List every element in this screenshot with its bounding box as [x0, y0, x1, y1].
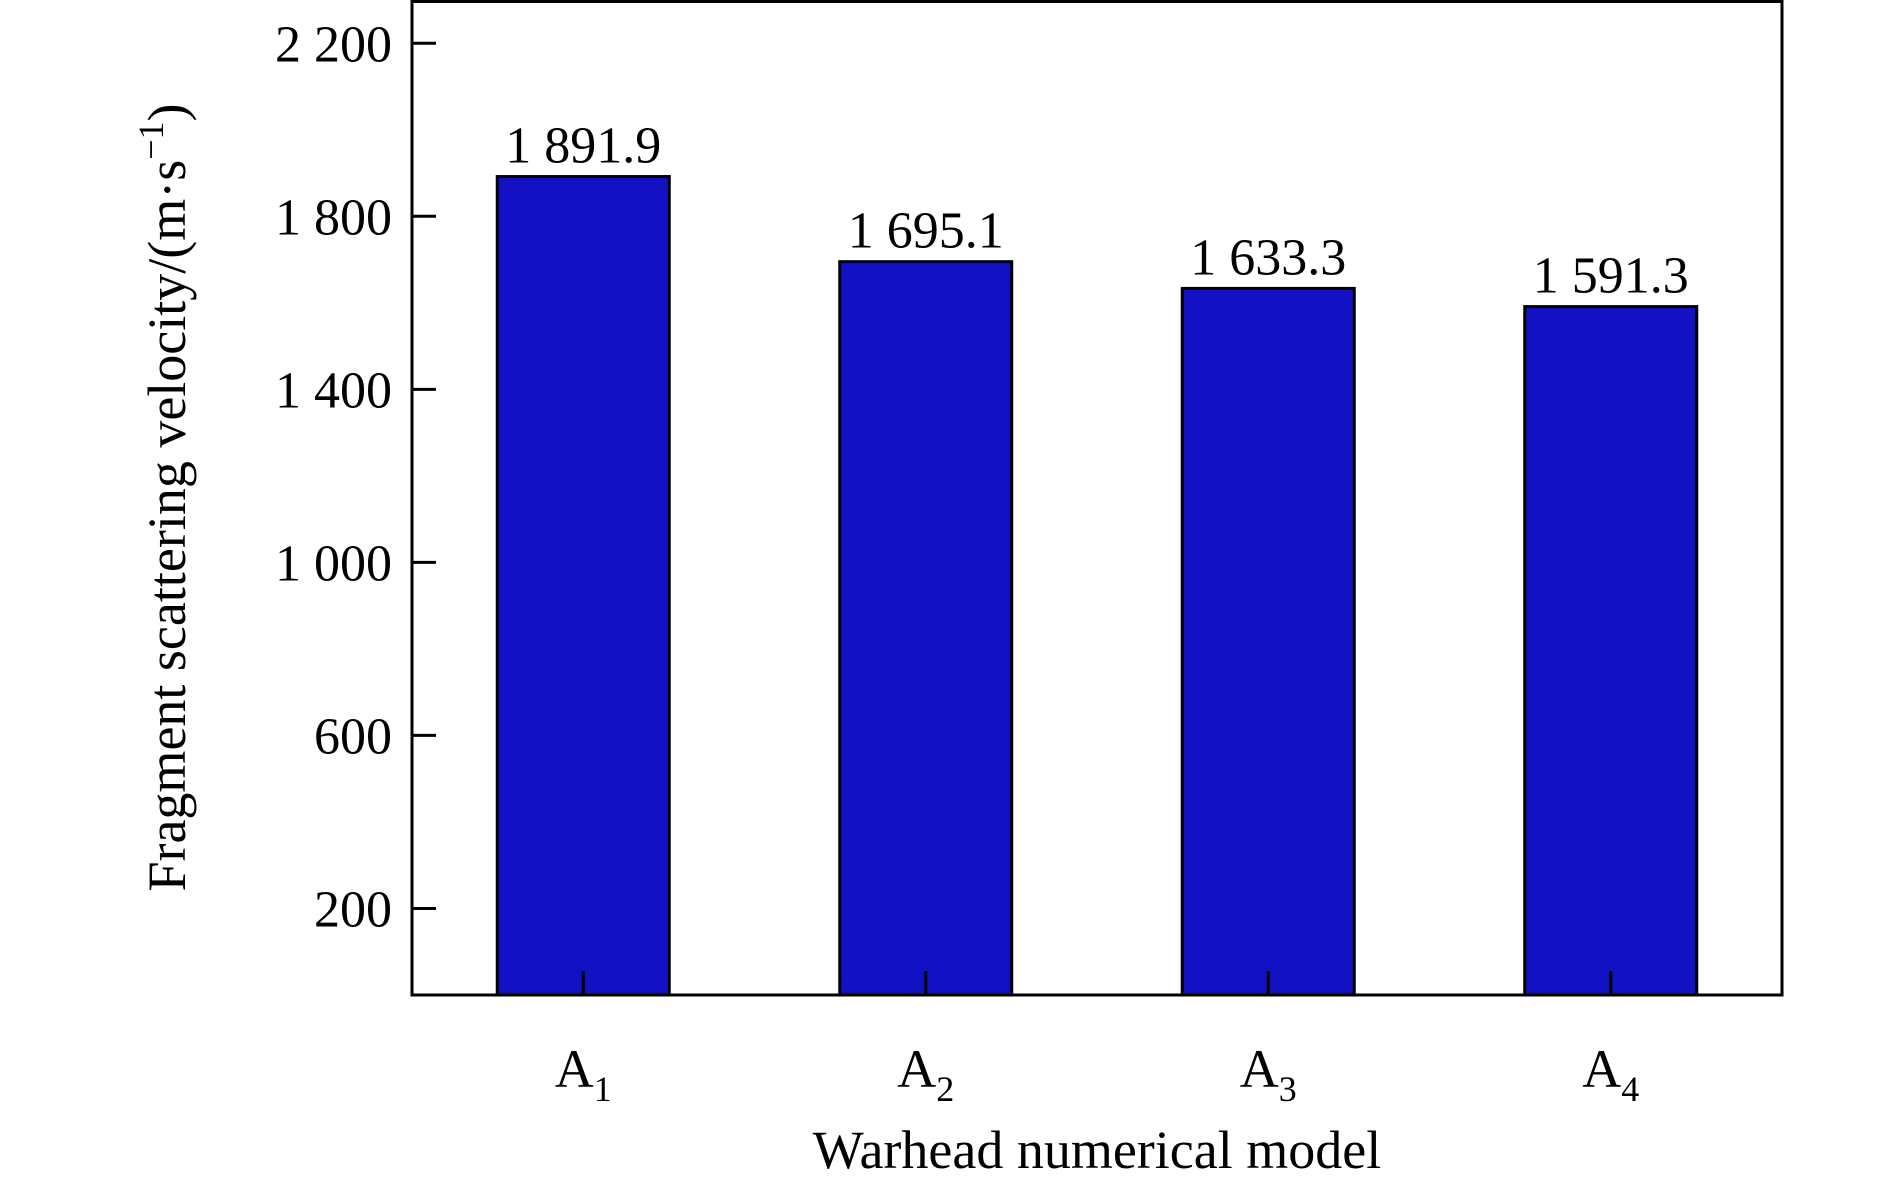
x-tick-label-4: A4 — [1582, 1039, 1639, 1109]
x-tick-label-2: A2 — [897, 1039, 954, 1109]
y-tick-label-6: 2 200 — [275, 16, 392, 73]
y-axis-title-superscript: −1 — [131, 121, 171, 159]
bar-4 — [1523, 305, 1699, 997]
y-axis-title: Fragment scattering velocity/(m·s−1) — [131, 103, 197, 891]
data-label-3: 1 633.3 — [1190, 229, 1346, 286]
y-tick-label-2: 600 — [314, 708, 392, 765]
bar-2 — [838, 260, 1014, 997]
x-axis: A1 A2 A3 A4 — [555, 971, 1639, 1109]
bar-3 — [1180, 286, 1356, 997]
y-tick-label-1: 200 — [314, 881, 392, 938]
plot-frame — [410, 0, 1784, 997]
y-tick-label-5: 1 800 — [275, 189, 392, 246]
data-label-2: 1 695.1 — [848, 203, 1004, 260]
x-axis-title: Warhead numerical model — [813, 1120, 1381, 1180]
bar-1 — [495, 175, 671, 997]
data-labels: 1 891.9 1 695.1 1 633.3 1 591.3 — [505, 118, 1689, 305]
y-axis-title-text: Fragment scattering velocity/(m·s — [137, 160, 197, 892]
x-tick-label-3: A3 — [1240, 1039, 1297, 1109]
y-axis: 200 600 1 000 1 400 1 800 2 200 — [275, 16, 436, 938]
y-tick-label-4: 1 400 — [275, 362, 392, 419]
bars-layer — [495, 175, 1699, 997]
y-tick-label-3: 1 000 — [275, 535, 392, 592]
data-label-4: 1 591.3 — [1533, 248, 1689, 305]
x-tick-label-1: A1 — [555, 1039, 612, 1109]
y-axis-title-close: ) — [137, 103, 197, 121]
data-label-1: 1 891.9 — [505, 118, 661, 175]
